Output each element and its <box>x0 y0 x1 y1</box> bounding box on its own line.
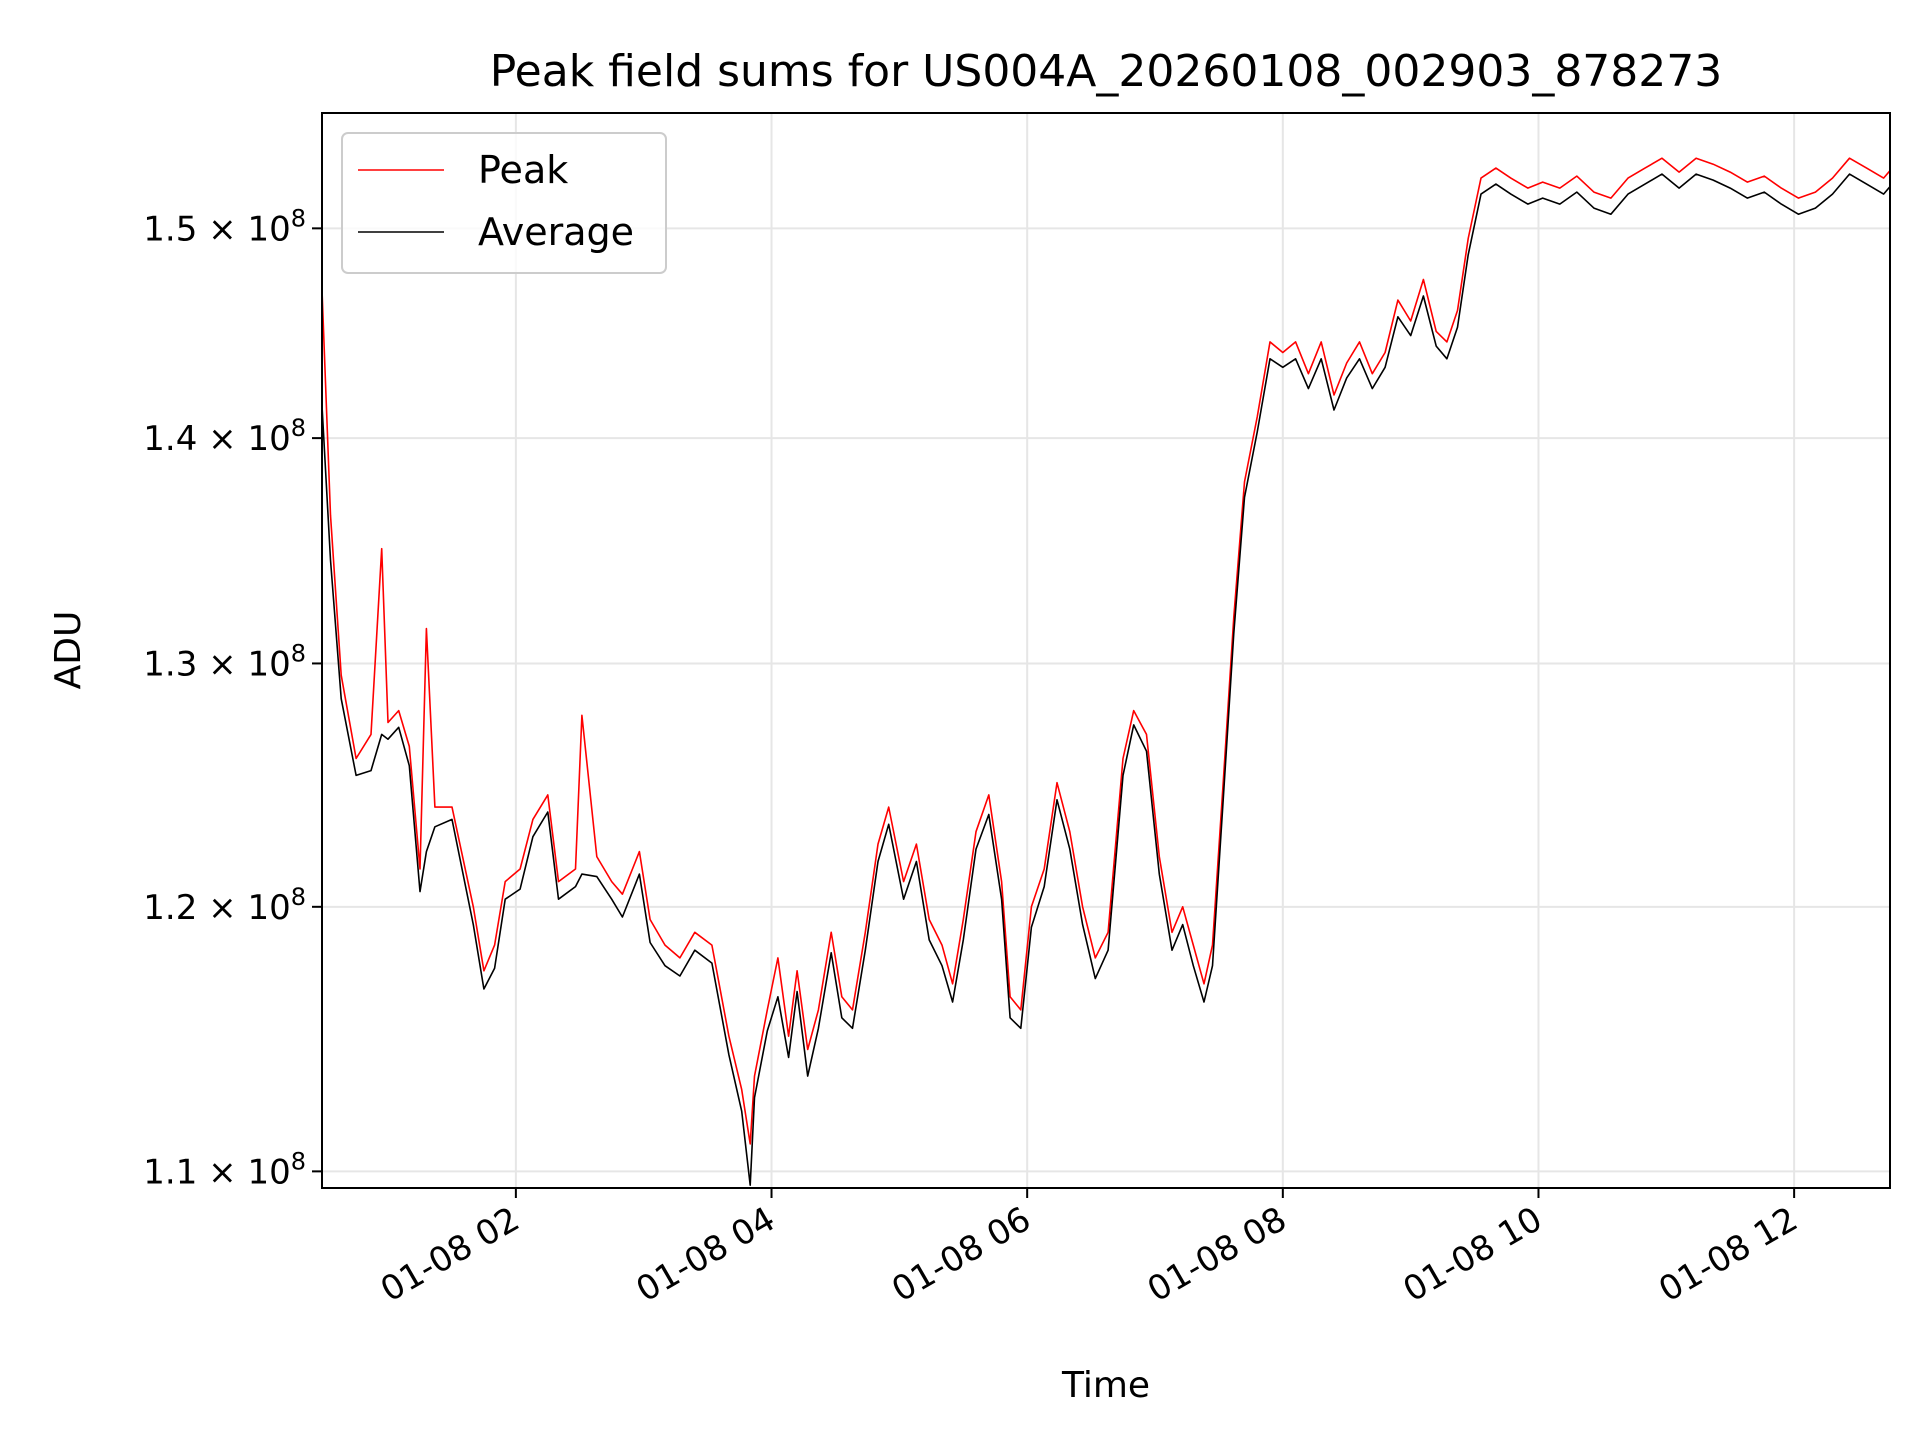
x-axis-label: Time <box>1061 1365 1150 1406</box>
y-tick-label: 1.5 × 108 <box>143 204 306 249</box>
grid-lines <box>322 113 1890 1188</box>
y-tick-label: 1.1 × 108 <box>143 1147 306 1192</box>
legend: Peak Average <box>341 132 667 274</box>
legend-label-peak: Peak <box>478 148 568 192</box>
series-line-peak <box>322 157 1890 1145</box>
series-line-average <box>322 173 1890 1186</box>
y-tick-label: 1.4 × 108 <box>143 414 306 459</box>
y-tick-label: 1.2 × 108 <box>143 883 306 928</box>
chart-title: Peak field sums for US004A_20260108_0029… <box>490 46 1723 97</box>
y-axis-label: ADU <box>48 611 89 690</box>
series-lines <box>322 157 1890 1186</box>
plot-frame <box>321 112 1891 1189</box>
legend-box <box>341 132 667 274</box>
y-tick-label: 1.3 × 108 <box>143 639 306 684</box>
legend-label-average: Average <box>478 210 634 254</box>
